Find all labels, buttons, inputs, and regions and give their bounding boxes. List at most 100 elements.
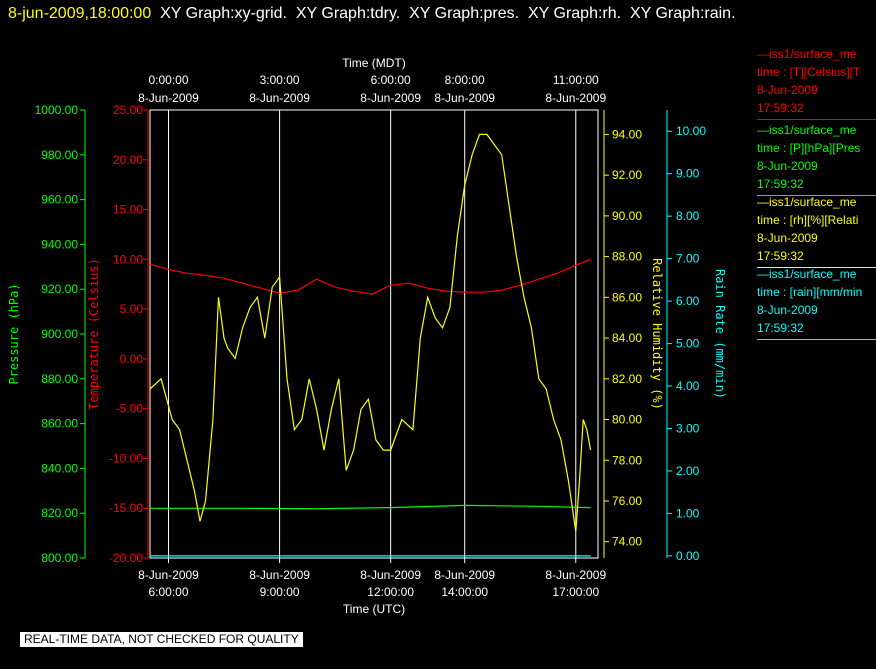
rh-tick-label: 78.00 [612,453,642,467]
legend-date: 8-Jun-2009 [757,159,818,173]
rain-tick-label: 3.00 [676,421,700,435]
bottom-tick-label: 12:00:00 [367,585,414,599]
pres-tick-label: 920.00 [41,282,78,296]
top-tick-label: 0:00:00 [148,73,188,87]
top-tick-date: 8-Jun-2009 [138,91,199,105]
rain-tick-label: 10.00 [676,124,706,138]
quality-disclaimer: REAL-TIME DATA, NOT CHECKED FOR QUALITY [20,632,303,647]
bottom-tick-date: 8-Jun-2009 [360,568,421,582]
top-tick-date: 8-Jun-2009 [249,91,310,105]
legend-field: time : [rh][%][Relati [757,213,859,227]
rh-tick-label: 76.00 [612,494,642,508]
series-line-tdry [149,258,591,295]
rh-tick-label: 88.00 [612,250,642,264]
legend-field: time : [rain][mm/min [757,285,863,299]
rh-tick-label: 84.00 [612,331,642,345]
pres-tick-label: 980.00 [41,148,78,162]
rain-tick-label: 1.00 [676,506,700,520]
series-line-rh [149,133,592,532]
tdry-tick-label: -10.00 [109,451,143,465]
legend-entry-rain: —iss1/surface_me time : [rain][mm/min 8-… [757,265,876,340]
legend-divider [757,195,876,196]
rh-tick-label: 92.00 [612,168,642,182]
legend-divider [757,339,876,340]
rain-tick-label: 0.00 [676,549,700,563]
header-timestamp: 8-jun-2009,18:00:00 [8,5,152,22]
rain-tick-label: 6.00 [676,294,700,308]
rh-tick-label: 80.00 [612,413,642,427]
tdry-tick-label: -20.00 [109,551,143,565]
legend-entry-pressure: —iss1/surface_me time : [P][hPa][Pres 8-… [757,121,876,196]
pres-tick-label: 960.00 [41,193,78,207]
rh-tick-label: 86.00 [612,290,642,304]
top-axis-title: Time (MDT) [342,56,406,70]
legend-divider [757,267,876,268]
rain-tick-label: 9.00 [676,167,700,181]
top-tick-label: 3:00:00 [260,73,300,87]
pres-tick-label: 860.00 [41,417,78,431]
bottom-axis-title: Time (UTC) [343,602,405,616]
legend-time: 17:59:32 [757,249,804,263]
top-tick-label: 11:00:00 [553,73,599,87]
legend-entry-temperature: —iss1/surface_me time : [T][Celsius][T 8… [757,45,876,120]
bottom-tick-date: 8-Jun-2009 [138,568,199,582]
tdry-tick-label: -15.00 [109,501,143,515]
rain-tick-label: 7.00 [676,252,700,266]
rain-axis-title: Rain Rate (mm/min) [713,269,727,399]
header-graph-titles: XY Graph:xy-grid. XY Graph:tdry. XY Grap… [151,5,736,22]
legend-source: —iss1/surface_me [757,123,857,137]
rh-tick-label: 90.00 [612,209,642,223]
legend-source: —iss1/surface_me [757,267,857,281]
tdry-tick-label: 25.00 [113,103,143,117]
legend-date: 8-Jun-2009 [757,83,818,97]
tdry-tick-label: 20.00 [113,153,143,167]
tdry-axis-title: Temperature (Celsius) [87,258,101,410]
bottom-tick-label: 6:00:00 [148,585,188,599]
top-tick-label: 6:00:00 [371,73,411,87]
pres-axis-title: Pressure (hPa) [7,283,21,384]
legend-time: 17:59:32 [757,321,804,335]
legend-source: —iss1/surface_me [757,195,857,209]
tdry-tick-label: 10.00 [113,252,143,266]
bottom-tick-label: 9:00:00 [260,585,300,599]
legend-date: 8-Jun-2009 [757,231,818,245]
legend-time: 17:59:32 [757,101,804,115]
header-bar: 8-jun-2009,18:00:00 XY Graph:xy-grid. XY… [8,5,736,23]
tdry-tick-label: 5.00 [120,302,144,316]
legend-date: 8-Jun-2009 [757,303,818,317]
legend-entry-humidity: —iss1/surface_me time : [rh][%][Relati 8… [757,193,876,268]
bottom-tick-date: 8-Jun-2009 [434,568,495,582]
rain-tick-label: 2.00 [676,464,700,478]
legend-source: —iss1/surface_me [757,47,857,61]
rain-tick-label: 8.00 [676,209,700,223]
rain-tick-label: 4.00 [676,379,700,393]
pres-tick-label: 820.00 [41,506,78,520]
tdry-tick-label: 0.00 [120,352,144,366]
pres-tick-label: 800.00 [41,551,78,565]
rh-axis-title: Relative Humidity (%) [650,258,664,410]
bottom-tick-label: 17:00:00 [552,585,599,599]
rain-tick-label: 5.00 [676,337,700,351]
pres-tick-label: 840.00 [41,461,78,475]
bottom-tick-date: 8-Jun-2009 [545,568,606,582]
bottom-tick-label: 14:00:00 [441,585,488,599]
pres-tick-label: 880.00 [41,372,78,386]
legend-divider [757,119,876,120]
legend-field: time : [T][Celsius][T [757,65,861,79]
series-line-pres [150,504,591,510]
rh-tick-label: 82.00 [612,372,642,386]
bottom-tick-date: 8-Jun-2009 [249,568,310,582]
rh-tick-label: 74.00 [612,535,642,549]
pres-tick-label: 1000.00 [35,103,79,117]
legend-field: time : [P][hPa][Pres [757,141,861,155]
plot-frame [149,109,599,559]
tdry-tick-label: 15.00 [113,203,143,217]
top-tick-date: 8-Jun-2009 [360,91,421,105]
legend-time: 17:59:32 [757,177,804,191]
tdry-tick-label: -5.00 [116,402,144,416]
pres-tick-label: 900.00 [41,327,78,341]
top-tick-date: 8-Jun-2009 [545,91,606,105]
rh-tick-label: 94.00 [612,127,642,141]
top-tick-label: 8:00:00 [445,73,485,87]
